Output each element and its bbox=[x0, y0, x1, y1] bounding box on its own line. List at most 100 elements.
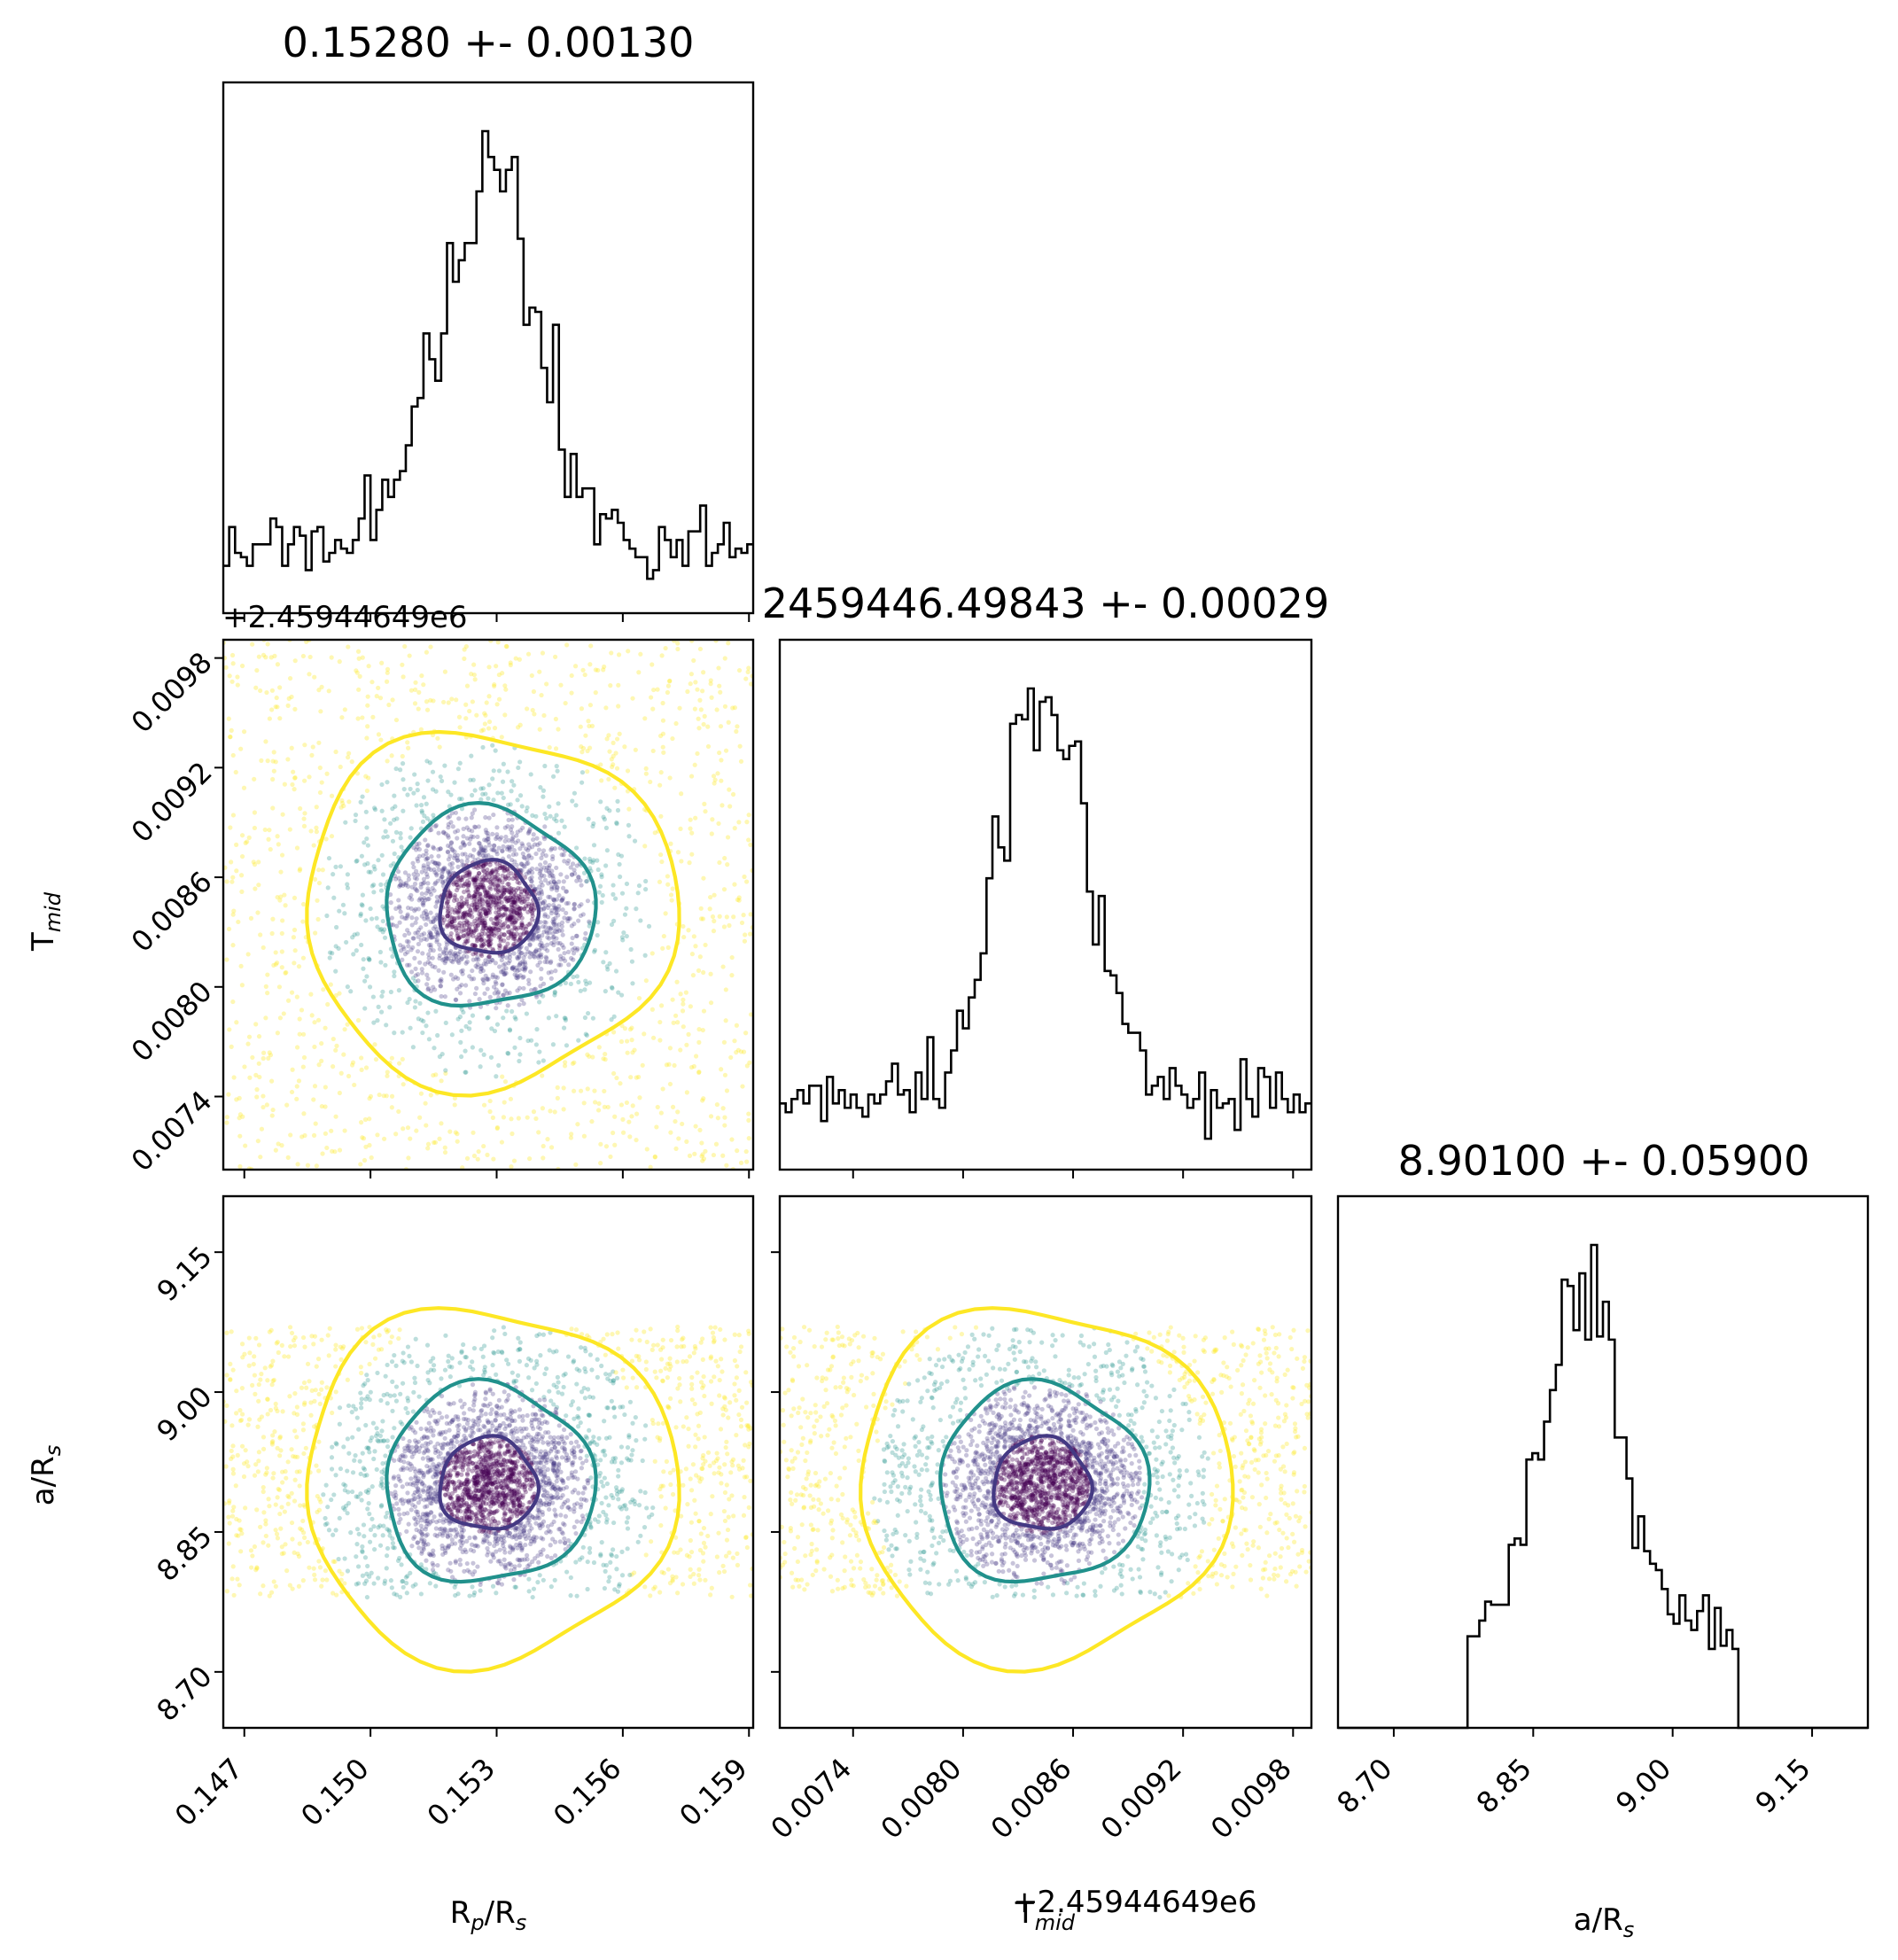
sample-point bbox=[507, 885, 512, 891]
scatter-rp-vs-tmid bbox=[222, 638, 755, 1171]
sample-point bbox=[527, 867, 533, 873]
sample-point bbox=[459, 1028, 464, 1033]
sample-point bbox=[474, 935, 479, 940]
sample-point bbox=[455, 883, 460, 888]
sample-point bbox=[572, 906, 577, 911]
sample-point bbox=[492, 882, 497, 887]
sample-point bbox=[367, 1096, 372, 1101]
sample-point bbox=[494, 910, 499, 915]
sample-point bbox=[509, 932, 514, 937]
sample-point bbox=[564, 860, 571, 867]
sample-point bbox=[385, 1073, 390, 1078]
sample-point bbox=[550, 935, 556, 940]
sample-point bbox=[700, 1152, 705, 1157]
sample-point bbox=[302, 1344, 307, 1349]
sample-point bbox=[497, 928, 502, 933]
sample-point bbox=[285, 1354, 292, 1359]
sample-point bbox=[502, 885, 507, 891]
sample-point bbox=[455, 910, 461, 916]
sample-point bbox=[630, 1103, 635, 1108]
sample-point bbox=[519, 997, 525, 1003]
sample-point bbox=[369, 916, 375, 922]
sample-point bbox=[498, 938, 503, 944]
sample-point bbox=[609, 650, 614, 656]
sample-point bbox=[502, 913, 507, 918]
sample-point bbox=[460, 902, 465, 908]
sample-point bbox=[442, 763, 447, 768]
sample-point bbox=[424, 707, 431, 712]
sample-point bbox=[445, 833, 451, 838]
sample-point bbox=[320, 867, 325, 873]
sample-point bbox=[616, 652, 622, 657]
sample-point bbox=[698, 906, 704, 911]
sample-point bbox=[349, 759, 354, 765]
sample-point bbox=[483, 875, 488, 881]
sample-point bbox=[287, 827, 292, 832]
sample-point bbox=[495, 928, 501, 933]
sample-point bbox=[447, 934, 454, 939]
sample-point bbox=[502, 911, 508, 916]
sample-point bbox=[507, 1027, 513, 1032]
sample-point bbox=[481, 848, 486, 853]
sample-point bbox=[259, 1414, 265, 1419]
sample-point bbox=[433, 880, 439, 885]
sample-point bbox=[701, 1008, 707, 1014]
sample-point bbox=[572, 1060, 577, 1065]
sample-point bbox=[691, 657, 696, 664]
sample-point bbox=[744, 879, 750, 884]
sample-point bbox=[425, 778, 431, 783]
sample-point bbox=[526, 1375, 532, 1381]
sample-point bbox=[486, 953, 492, 960]
sample-point bbox=[369, 680, 375, 685]
sample-point bbox=[437, 942, 442, 947]
sample-point bbox=[604, 964, 610, 969]
sample-point bbox=[340, 902, 346, 907]
sample-point bbox=[517, 894, 523, 900]
sample-point bbox=[542, 763, 548, 769]
sample-point bbox=[359, 1067, 364, 1073]
sample-point bbox=[508, 1458, 513, 1463]
sample-point bbox=[432, 1139, 439, 1145]
sample-point bbox=[540, 1106, 545, 1111]
sample-point bbox=[345, 872, 350, 877]
sample-point bbox=[359, 853, 364, 859]
sample-point bbox=[501, 891, 506, 896]
sample-point bbox=[494, 1022, 501, 1027]
sample-point bbox=[586, 1010, 591, 1016]
sample-point bbox=[517, 1035, 523, 1041]
sample-point bbox=[316, 867, 322, 873]
sample-point bbox=[367, 1142, 372, 1148]
sample-point bbox=[642, 1031, 647, 1037]
sample-point bbox=[542, 920, 548, 925]
sample-point bbox=[512, 934, 517, 939]
sample-point bbox=[230, 999, 236, 1005]
sample-point bbox=[589, 1119, 595, 1124]
sample-point bbox=[511, 909, 517, 914]
sample-point bbox=[230, 813, 237, 818]
sample-point bbox=[584, 982, 589, 987]
sample-point bbox=[431, 984, 436, 990]
sample-point bbox=[467, 871, 472, 876]
sample-point bbox=[586, 719, 591, 724]
sample-point bbox=[571, 1358, 577, 1364]
sample-point bbox=[376, 1525, 381, 1530]
sample-point bbox=[467, 974, 472, 979]
sample-point bbox=[253, 1072, 259, 1077]
sample-point bbox=[445, 913, 451, 919]
sample-point bbox=[465, 936, 471, 941]
sample-point bbox=[525, 901, 532, 906]
sample-point bbox=[434, 894, 439, 899]
sample-point bbox=[453, 953, 459, 959]
sample-point bbox=[239, 663, 245, 669]
sample-point bbox=[595, 1108, 602, 1113]
sample-point bbox=[362, 840, 367, 845]
sample-point bbox=[535, 934, 541, 939]
sample-point bbox=[435, 898, 440, 904]
sample-point bbox=[595, 1374, 600, 1380]
sample-point bbox=[510, 852, 516, 858]
sample-point bbox=[500, 1485, 505, 1490]
sample-point bbox=[521, 1435, 526, 1441]
sample-point bbox=[496, 905, 502, 911]
sample-point bbox=[644, 1147, 650, 1152]
sample-point bbox=[263, 1015, 268, 1021]
